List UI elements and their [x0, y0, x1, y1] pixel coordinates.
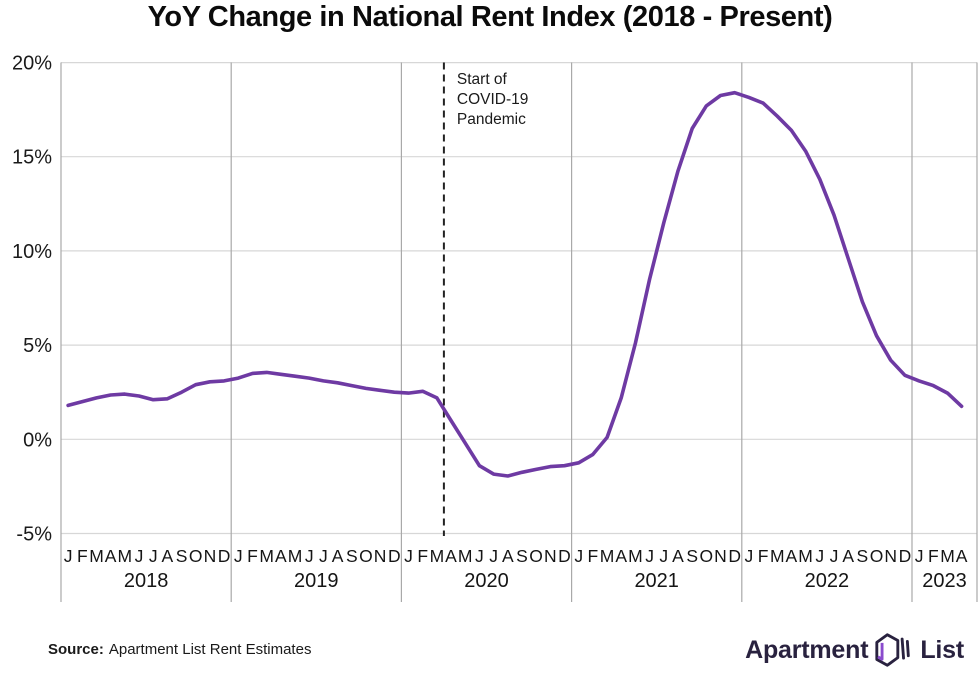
month-tick-label: N: [374, 546, 387, 566]
source-note: Source: Apartment List Rent Estimates: [48, 641, 311, 658]
month-tick-label: M: [770, 546, 785, 566]
month-tick-label: J: [305, 546, 314, 566]
month-tick-label: F: [247, 546, 258, 566]
month-tick-label: N: [884, 546, 897, 566]
month-tick-label: D: [558, 546, 571, 566]
month-tick-label: J: [574, 546, 583, 566]
month-tick-label: J: [745, 546, 754, 566]
month-tick-label: J: [64, 546, 73, 566]
source-text: Apartment List Rent Estimates: [108, 641, 312, 658]
month-tick-label: S: [686, 546, 698, 566]
month-tick-label: F: [928, 546, 939, 566]
chart-title: YoY Change in National Rent Index (2018 …: [147, 1, 833, 33]
month-tick-label: J: [404, 546, 413, 566]
y-axis-tick-label: 20%: [12, 53, 52, 75]
month-tick-label: J: [319, 546, 328, 566]
year-label: 2019: [294, 570, 339, 592]
month-tick-label: J: [915, 546, 924, 566]
month-tick-label: J: [234, 546, 243, 566]
month-tick-label: O: [359, 546, 373, 566]
month-tick-label: M: [89, 546, 104, 566]
month-tick-label: S: [516, 546, 528, 566]
month-tick-label: N: [204, 546, 217, 566]
y-axis-tick-label: 0%: [23, 429, 52, 451]
month-tick-label: F: [758, 546, 769, 566]
month-tick-label: N: [714, 546, 727, 566]
apartment-list-logo-icon: [875, 633, 911, 667]
month-tick-label: J: [475, 546, 484, 566]
logo-text-apartment: Apartment: [745, 635, 869, 664]
covid-annotation-text: Pandemic: [457, 111, 526, 128]
y-axis-tick-label: 10%: [12, 241, 52, 263]
apartment-list-logo: Apartment List: [745, 630, 964, 670]
month-tick-label: M: [600, 546, 615, 566]
y-axis-tick-label: 5%: [23, 335, 52, 357]
rent-index-data-line: [66, 90, 964, 478]
month-tick-label: A: [162, 546, 174, 566]
month-tick-label: J: [659, 546, 668, 566]
month-tick-label: M: [118, 546, 133, 566]
month-tick-label: D: [218, 546, 231, 566]
covid-annotation-text: Start of: [457, 71, 508, 88]
month-tick-label: A: [956, 546, 968, 566]
month-tick-label: O: [189, 546, 203, 566]
month-tick-label: N: [544, 546, 557, 566]
month-tick-label: F: [588, 546, 599, 566]
month-tick-label: M: [798, 546, 813, 566]
year-label: 2020: [464, 570, 509, 592]
month-tick-label: A: [672, 546, 684, 566]
month-tick-label: S: [857, 546, 869, 566]
month-tick-label: J: [815, 546, 824, 566]
year-label: 2023: [922, 570, 967, 592]
month-tick-label: A: [842, 546, 854, 566]
logo-text-list: List: [920, 635, 964, 664]
month-tick-label: D: [728, 546, 741, 566]
month-tick-label: F: [417, 546, 428, 566]
month-tick-label: S: [176, 546, 188, 566]
month-tick-label: J: [149, 546, 158, 566]
month-tick-label: S: [346, 546, 358, 566]
month-tick-label: J: [645, 546, 654, 566]
year-label: 2018: [124, 570, 169, 592]
month-tick-label: M: [458, 546, 473, 566]
covid-annotation-text: COVID-19: [457, 91, 529, 108]
month-tick-label: D: [899, 546, 912, 566]
month-tick-label: J: [135, 546, 144, 566]
y-axis-tick-label: 15%: [12, 147, 52, 169]
month-tick-label: O: [699, 546, 713, 566]
month-tick-label: J: [489, 546, 498, 566]
month-tick-label: A: [332, 546, 344, 566]
month-tick-label: A: [615, 546, 627, 566]
year-label: 2021: [634, 570, 679, 592]
month-tick-label: M: [259, 546, 274, 566]
month-tick-label: O: [870, 546, 884, 566]
year-label: 2022: [805, 570, 850, 592]
month-tick-label: A: [786, 546, 798, 566]
month-tick-label: M: [430, 546, 445, 566]
month-tick-label: A: [275, 546, 287, 566]
month-tick-label: M: [940, 546, 955, 566]
month-tick-label: A: [445, 546, 457, 566]
month-tick-label: M: [288, 546, 303, 566]
month-tick-label: D: [388, 546, 401, 566]
month-tick-label: A: [105, 546, 117, 566]
y-axis-tick-label: -5%: [16, 524, 52, 546]
month-tick-label: A: [502, 546, 514, 566]
month-tick-label: F: [77, 546, 88, 566]
month-tick-label: J: [830, 546, 839, 566]
month-tick-label: M: [628, 546, 643, 566]
month-tick-label: O: [529, 546, 543, 566]
source-label: Source:: [48, 641, 104, 658]
